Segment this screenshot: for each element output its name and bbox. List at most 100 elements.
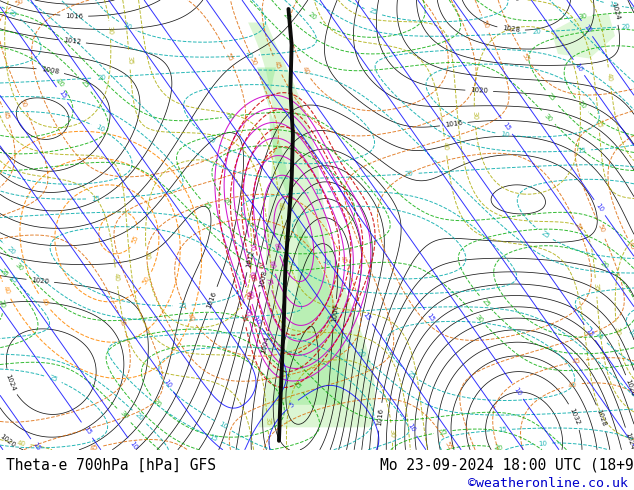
- Text: 50: 50: [19, 98, 28, 109]
- Text: 15: 15: [425, 312, 435, 323]
- Text: 10: 10: [513, 386, 522, 396]
- Text: 55: 55: [444, 440, 453, 451]
- Text: 55: 55: [224, 52, 233, 62]
- Text: 1020: 1020: [0, 433, 16, 449]
- Text: 50: 50: [596, 223, 605, 234]
- Text: 20: 20: [599, 260, 610, 270]
- Text: 10: 10: [122, 22, 133, 31]
- Text: 10: 10: [500, 131, 510, 138]
- Text: 25: 25: [547, 92, 557, 103]
- Text: 1020: 1020: [470, 87, 488, 94]
- Text: 70: 70: [247, 242, 255, 252]
- Text: 25: 25: [368, 8, 378, 16]
- Text: 55: 55: [573, 222, 582, 232]
- Text: 70: 70: [256, 260, 263, 270]
- Text: 10: 10: [538, 440, 548, 446]
- Text: 25: 25: [202, 201, 212, 211]
- Text: 30: 30: [543, 112, 553, 122]
- Text: 15: 15: [585, 327, 595, 338]
- Text: 45: 45: [572, 358, 581, 365]
- Text: ©weatheronline.co.uk: ©weatheronline.co.uk: [468, 477, 628, 490]
- Text: 20: 20: [134, 412, 145, 422]
- Text: 15: 15: [31, 441, 41, 452]
- Text: 20: 20: [356, 348, 366, 359]
- Text: 30: 30: [143, 251, 150, 261]
- Text: 10: 10: [94, 124, 105, 133]
- Text: Theta-e 700hPa [hPa] GFS: Theta-e 700hPa [hPa] GFS: [6, 458, 216, 472]
- Text: 10: 10: [626, 329, 634, 340]
- Text: 1032: 1032: [569, 407, 581, 426]
- Text: 35: 35: [593, 283, 599, 292]
- Text: 1024: 1024: [4, 373, 16, 392]
- Text: 10: 10: [252, 315, 261, 326]
- Text: 15: 15: [8, 274, 18, 285]
- Text: 20: 20: [0, 299, 6, 309]
- Text: 15: 15: [91, 196, 100, 202]
- Text: 15: 15: [313, 189, 323, 196]
- Text: 25: 25: [438, 428, 448, 436]
- Text: 15: 15: [82, 425, 92, 436]
- Text: 45: 45: [339, 255, 348, 265]
- Text: 35: 35: [126, 55, 133, 65]
- Text: 1008: 1008: [41, 66, 60, 75]
- Text: 30: 30: [14, 261, 24, 271]
- Text: 25: 25: [80, 79, 90, 90]
- Text: 65: 65: [247, 270, 256, 280]
- Text: 30: 30: [472, 111, 478, 121]
- Text: 55: 55: [131, 234, 140, 245]
- Text: 1016: 1016: [376, 408, 384, 426]
- Text: 1024: 1024: [624, 431, 634, 450]
- Text: 10: 10: [595, 202, 605, 213]
- Text: 15: 15: [207, 433, 218, 442]
- Text: 25: 25: [48, 374, 58, 383]
- Text: 30: 30: [613, 326, 621, 336]
- Text: 1004: 1004: [260, 335, 270, 354]
- Text: 10: 10: [574, 62, 584, 73]
- Text: 25: 25: [282, 11, 292, 22]
- Text: 30: 30: [107, 25, 113, 35]
- Text: 40: 40: [606, 72, 613, 81]
- Text: 1016: 1016: [65, 13, 83, 19]
- Text: 30: 30: [119, 410, 129, 420]
- Text: 65: 65: [249, 273, 257, 283]
- Text: 15: 15: [582, 23, 592, 34]
- Polygon shape: [248, 23, 375, 427]
- Text: 20: 20: [5, 245, 16, 256]
- Text: 80: 80: [268, 260, 276, 270]
- Text: 75: 75: [264, 276, 273, 287]
- Polygon shape: [257, 68, 346, 405]
- Text: 30: 30: [474, 313, 484, 324]
- Text: 40: 40: [301, 65, 310, 76]
- Text: 20: 20: [307, 11, 318, 22]
- Text: 40: 40: [276, 201, 284, 211]
- Text: 40: 40: [186, 312, 196, 323]
- Text: 40: 40: [567, 381, 578, 389]
- Text: 25: 25: [0, 267, 9, 277]
- Text: 25: 25: [292, 380, 302, 391]
- Text: 20: 20: [222, 197, 232, 208]
- Text: 40: 40: [442, 141, 449, 151]
- Text: 50: 50: [481, 19, 490, 29]
- Text: 35: 35: [595, 119, 602, 128]
- Text: 45: 45: [2, 111, 11, 121]
- Text: 25: 25: [540, 229, 550, 240]
- Text: 30: 30: [389, 429, 395, 438]
- Text: 15: 15: [245, 52, 254, 59]
- Text: 25: 25: [8, 9, 18, 19]
- Text: 15: 15: [577, 147, 586, 154]
- Text: 1000: 1000: [331, 304, 339, 322]
- Text: 60: 60: [244, 292, 252, 301]
- Text: 1028: 1028: [595, 409, 607, 428]
- Text: 10: 10: [629, 440, 634, 451]
- Text: 30: 30: [226, 113, 236, 120]
- Text: 1012: 1012: [245, 249, 255, 268]
- Text: 20: 20: [576, 100, 587, 111]
- Text: 20: 20: [532, 29, 541, 35]
- Text: 40: 40: [113, 272, 120, 282]
- Text: 10: 10: [321, 258, 332, 268]
- Text: 25: 25: [206, 135, 217, 145]
- Text: 20: 20: [55, 77, 65, 88]
- Text: 55: 55: [521, 52, 531, 63]
- Text: 35: 35: [264, 416, 271, 426]
- Text: 15: 15: [501, 121, 512, 131]
